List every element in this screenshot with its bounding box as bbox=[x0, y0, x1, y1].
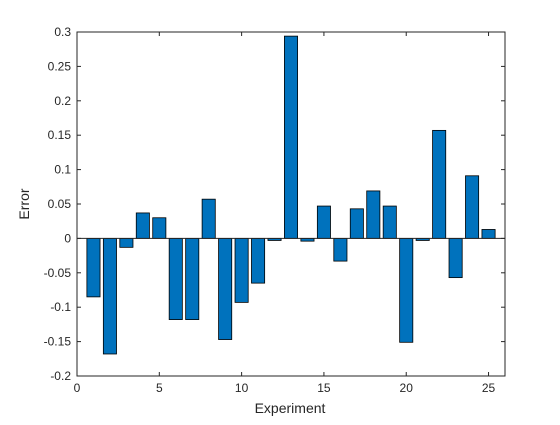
y-tick-label: 0 bbox=[64, 231, 71, 245]
bar-13 bbox=[284, 35, 298, 239]
y-tick-label: 0.1 bbox=[54, 163, 71, 177]
bar-2 bbox=[102, 237, 117, 355]
bar-19 bbox=[382, 205, 397, 239]
x-axis-title: Experiment bbox=[255, 400, 326, 416]
x-axis-ticks: 0 5 10 15 20 25 bbox=[74, 32, 496, 395]
y-tick-label: -0.05 bbox=[44, 266, 72, 280]
bars bbox=[86, 35, 496, 355]
y-tick-label: 0.25 bbox=[48, 59, 72, 73]
bar-11 bbox=[251, 237, 266, 284]
bar-22 bbox=[432, 129, 447, 239]
bar-5 bbox=[152, 217, 167, 239]
x-tick-label: 0 bbox=[74, 381, 81, 395]
bar-7 bbox=[185, 237, 200, 320]
y-axis-title: Error bbox=[16, 188, 32, 219]
x-tick-label: 15 bbox=[317, 381, 331, 395]
bar-25 bbox=[481, 229, 496, 239]
bar-10 bbox=[234, 237, 249, 303]
bar-23 bbox=[448, 237, 463, 279]
bar-17 bbox=[349, 208, 364, 239]
bar-4 bbox=[135, 212, 150, 239]
bar-16 bbox=[333, 237, 348, 262]
bar-6 bbox=[168, 237, 183, 320]
y-tick-label: 0.05 bbox=[48, 197, 72, 211]
bar-20 bbox=[399, 237, 414, 343]
bar-1 bbox=[86, 237, 101, 298]
bar-8 bbox=[201, 198, 216, 239]
x-tick-label: 5 bbox=[156, 381, 163, 395]
x-tick-label: 20 bbox=[400, 381, 414, 395]
y-axis-ticks: -0.2 -0.15 -0.1 -0.05 0 0.05 0.1 0.15 0.2 0.25 0.3 bbox=[44, 25, 505, 383]
x-tick-label: 25 bbox=[482, 381, 496, 395]
y-tick-label: 0.3 bbox=[54, 25, 71, 39]
y-tick-label: -0.15 bbox=[44, 335, 72, 349]
y-tick-label: 0.15 bbox=[48, 128, 72, 142]
bar-15 bbox=[316, 205, 331, 239]
y-tick-label: -0.2 bbox=[50, 369, 71, 383]
bar-9 bbox=[218, 237, 233, 340]
y-tick-label: -0.1 bbox=[50, 300, 71, 314]
bar-18 bbox=[366, 190, 381, 239]
x-tick-label: 10 bbox=[235, 381, 249, 395]
bar-24 bbox=[465, 175, 480, 239]
bar-3 bbox=[119, 237, 134, 248]
y-tick-label: 0.2 bbox=[54, 94, 71, 108]
